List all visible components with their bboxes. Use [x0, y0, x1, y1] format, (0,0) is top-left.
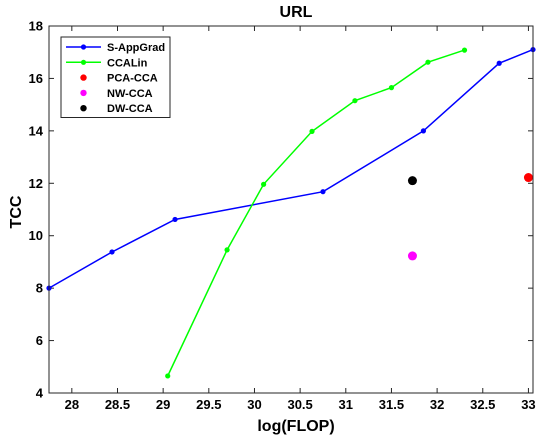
legend-marker-nw-cca [80, 89, 87, 97]
y-tick-label: 6 [36, 333, 43, 348]
x-tick-label: 30.5 [287, 397, 312, 412]
data-point-ccalin [352, 98, 358, 104]
x-tick-label: 31 [339, 397, 353, 412]
data-point-s-appgrad [496, 60, 502, 66]
x-tick-label: 32 [430, 397, 444, 412]
x-tick-label: 29 [156, 397, 170, 412]
data-point-s-appgrad [109, 249, 115, 255]
y-tick-label: 14 [29, 123, 44, 138]
y-tick-label: 4 [36, 386, 44, 401]
x-tick-label: 30 [247, 397, 261, 412]
legend-marker-pca-cca [80, 74, 87, 81]
plot-area [46, 46, 536, 379]
data-point-dw-cca [407, 176, 417, 186]
data-point-s-appgrad [172, 216, 178, 223]
data-point-s-appgrad [320, 189, 326, 195]
y-tick-label: 12 [29, 176, 43, 191]
legend-label-nw-cca: NW-CCA [107, 88, 153, 100]
series-line-ccalin [167, 49, 465, 377]
data-point-ccalin [425, 59, 431, 65]
legend: S-AppGrad CCALin PCA-CCA NW-CCA DW-CCA [60, 36, 171, 118]
chart-title: URL [280, 4, 313, 21]
data-point-nw-cca [407, 251, 417, 261]
y-axis-label: TCC [8, 195, 25, 228]
data-point-pca-cca [523, 173, 533, 183]
data-point-ccalin [388, 85, 395, 91]
x-tick-label: 28 [65, 397, 79, 412]
legend-label-s-appgrad: S-AppGrad [107, 42, 165, 54]
plot-frame [48, 25, 534, 394]
x-tick-label: 31.5 [379, 397, 404, 412]
data-point-ccalin [309, 128, 315, 134]
legend-label-pca-cca: PCA-CCA [107, 73, 158, 85]
legend-marker-s-appgrad [80, 44, 87, 50]
legend-marker-dw-cca [80, 105, 87, 112]
x-tick-label: 29.5 [196, 397, 221, 412]
legend-box [60, 36, 171, 118]
x-tick-label: 28.5 [105, 397, 130, 412]
data-point-ccalin [261, 181, 267, 187]
data-point-ccalin [224, 247, 230, 253]
data-point-ccalin [165, 373, 171, 379]
x-tick-label: 33 [521, 397, 535, 412]
legend-marker-ccalin [80, 59, 87, 65]
legend-label-dw-cca: DW-CCA [107, 103, 153, 115]
axis-ticks: 28 28.5 29 29.5 30 30.5 31 31.5 32 32.5 33 4 6 8 10 12 1… [29, 19, 536, 413]
y-tick-label: 18 [29, 19, 43, 34]
y-tick-label: 8 [36, 281, 43, 296]
data-point-ccalin [461, 47, 468, 53]
legend-label-ccalin: CCALin [107, 57, 148, 69]
y-tick-label: 10 [29, 228, 43, 243]
x-tick-label: 32.5 [470, 397, 495, 412]
y-tick-label: 16 [29, 71, 43, 86]
x-axis-label: log(FLOP) [257, 418, 334, 435]
data-point-s-appgrad [420, 128, 427, 134]
